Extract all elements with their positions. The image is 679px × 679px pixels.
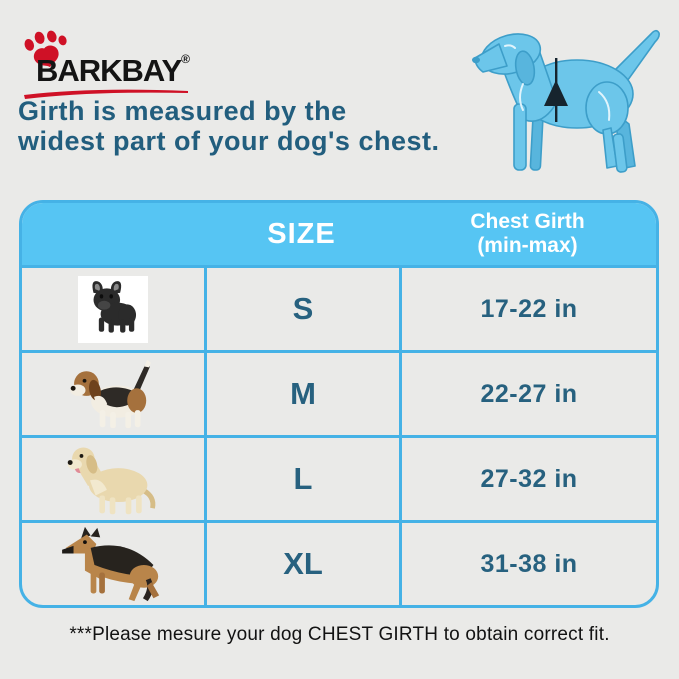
table-row: S 17-22 in bbox=[22, 265, 656, 350]
heading-line2: widest part of your dog's chest. bbox=[18, 126, 440, 156]
header-girth-line1: Chest Girth bbox=[470, 210, 585, 233]
table-row: M 22-27 in bbox=[22, 350, 656, 435]
size-value: M bbox=[290, 376, 316, 411]
paw-icon bbox=[24, 30, 67, 68]
header-photo-spacer bbox=[22, 203, 204, 265]
swoosh-icon bbox=[24, 89, 188, 99]
girth-value: 31-38 in bbox=[480, 549, 578, 578]
size-value: L bbox=[293, 461, 313, 496]
header-chest-girth: Chest Girth (min-max) bbox=[470, 210, 584, 258]
dog-photo-cell bbox=[22, 353, 204, 435]
page-title: Girth is measured by the widest part of … bbox=[18, 96, 439, 156]
girth-value: 17-22 in bbox=[480, 294, 578, 323]
girth-value: 22-27 in bbox=[480, 379, 578, 408]
brand-name-text: BARKBAY bbox=[36, 53, 182, 88]
measure-dog-icon bbox=[472, 29, 660, 173]
dog-photo-german-shepherd bbox=[62, 526, 160, 602]
footnote: ***Please mesure your dog CHEST GIRTH to… bbox=[69, 624, 610, 645]
heading-line1: Girth is measured by the bbox=[18, 96, 347, 126]
dog-photo-beagle bbox=[70, 359, 151, 429]
girth-value: 27-32 in bbox=[480, 464, 578, 493]
dog-photo-cell bbox=[22, 438, 204, 520]
table-row: XL 31-38 in bbox=[22, 520, 656, 605]
header-size: SIZE bbox=[267, 217, 336, 250]
size-value: XL bbox=[283, 546, 323, 581]
dog-photo-cell bbox=[22, 523, 204, 605]
table-row: L 27-32 in bbox=[22, 435, 656, 520]
dog-photo-golden-retriever bbox=[67, 447, 156, 515]
registered-mark: ® bbox=[181, 52, 190, 66]
size-table: SIZE Chest Girth (min-max) bbox=[19, 200, 659, 608]
dog-photo-cell bbox=[22, 268, 204, 350]
brand-name: BARKBAY® bbox=[36, 52, 190, 89]
header-girth-line2: (min-max) bbox=[477, 234, 578, 257]
dog-photo-french-bulldog bbox=[78, 275, 148, 343]
girth-arrow-icon bbox=[544, 80, 568, 106]
table-header-row: SIZE Chest Girth (min-max) bbox=[22, 203, 656, 265]
size-value: S bbox=[292, 291, 314, 326]
brand-logo: BARKBAY® bbox=[20, 30, 200, 100]
